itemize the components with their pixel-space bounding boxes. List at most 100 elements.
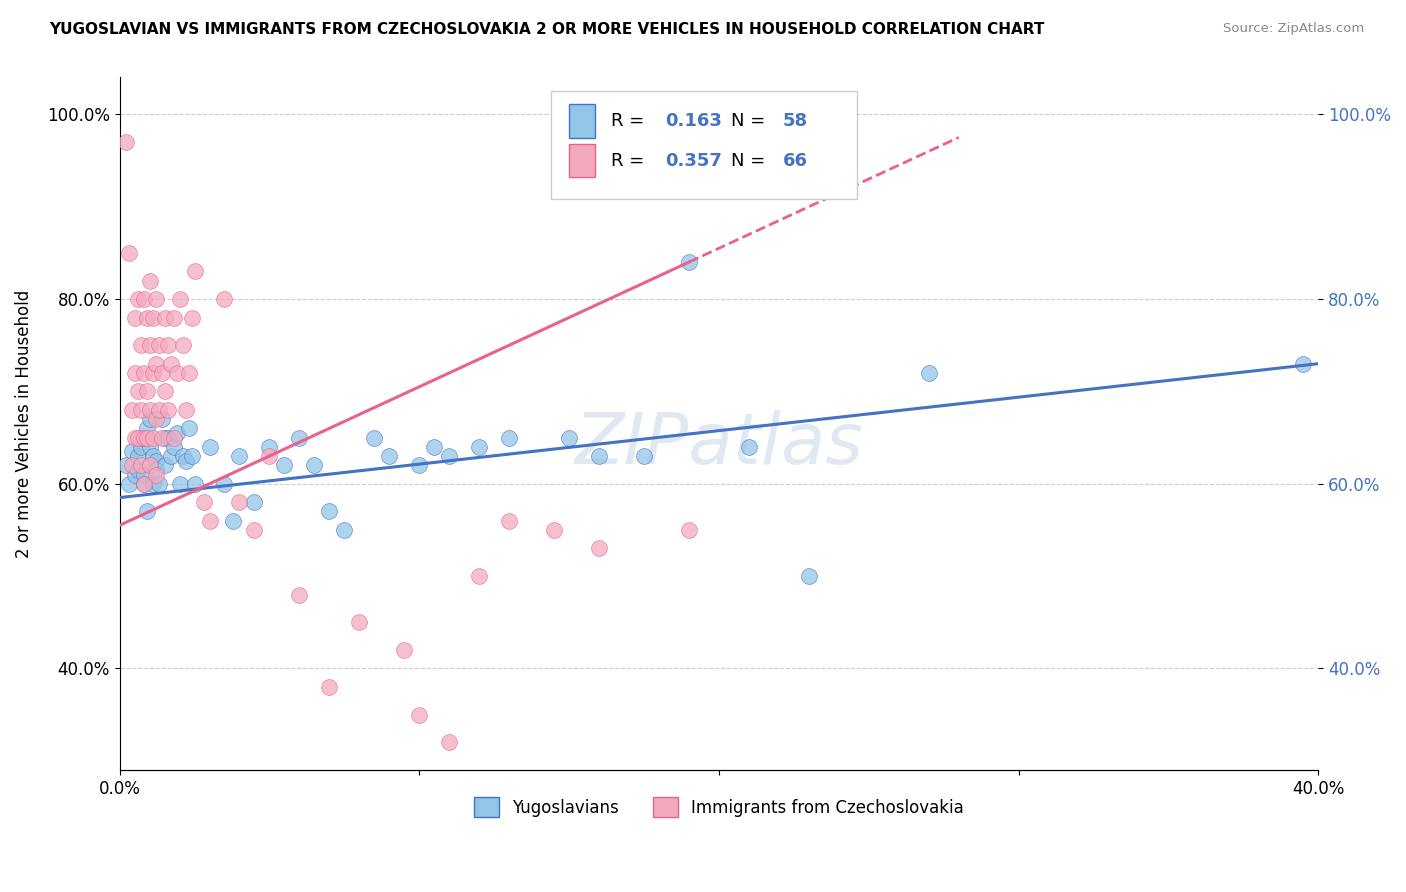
Point	[678, 255, 700, 269]
Point	[135, 504, 157, 518]
Point	[588, 449, 610, 463]
Point	[172, 449, 194, 463]
Point	[156, 431, 179, 445]
Point	[129, 338, 152, 352]
Point	[127, 292, 149, 306]
Point	[408, 707, 430, 722]
Point	[243, 523, 266, 537]
Point	[148, 338, 170, 352]
Point	[439, 735, 461, 749]
Point	[153, 458, 176, 473]
Point	[214, 476, 236, 491]
Text: 0.357: 0.357	[665, 152, 721, 169]
Point	[678, 523, 700, 537]
Point	[162, 310, 184, 325]
Point	[318, 504, 340, 518]
Point	[156, 338, 179, 352]
Point	[174, 453, 197, 467]
Point	[138, 458, 160, 473]
Point	[121, 444, 143, 458]
Point	[114, 458, 136, 473]
Point	[198, 514, 221, 528]
Point	[159, 357, 181, 371]
Point	[259, 440, 281, 454]
Point	[166, 425, 188, 440]
Point	[797, 569, 820, 583]
Point	[273, 458, 295, 473]
Point	[127, 463, 149, 477]
Point	[132, 431, 155, 445]
Point	[135, 431, 157, 445]
Text: R =: R =	[612, 112, 650, 130]
Point	[145, 467, 167, 482]
Point	[162, 440, 184, 454]
Point	[183, 476, 205, 491]
Point	[172, 338, 194, 352]
Point	[318, 680, 340, 694]
Point	[1292, 357, 1315, 371]
Point	[138, 274, 160, 288]
Point	[333, 523, 356, 537]
Point	[174, 402, 197, 417]
Point	[423, 440, 446, 454]
Point	[135, 310, 157, 325]
Point	[132, 476, 155, 491]
Point	[132, 292, 155, 306]
Point	[378, 449, 401, 463]
Point	[228, 449, 250, 463]
Point	[169, 476, 191, 491]
Point	[142, 431, 165, 445]
Point	[142, 366, 165, 380]
Point	[148, 402, 170, 417]
Point	[138, 338, 160, 352]
Point	[114, 135, 136, 149]
Text: YUGOSLAVIAN VS IMMIGRANTS FROM CZECHOSLOVAKIA 2 OR MORE VEHICLES IN HOUSEHOLD CO: YUGOSLAVIAN VS IMMIGRANTS FROM CZECHOSLO…	[49, 22, 1045, 37]
Point	[498, 431, 520, 445]
Point	[468, 569, 491, 583]
Point	[153, 310, 176, 325]
Point	[153, 384, 176, 399]
Point	[543, 523, 565, 537]
Point	[177, 421, 200, 435]
Point	[127, 384, 149, 399]
Point	[177, 366, 200, 380]
Point	[633, 449, 655, 463]
Point	[243, 495, 266, 509]
Point	[193, 495, 215, 509]
Point	[180, 449, 202, 463]
Point	[145, 292, 167, 306]
Point	[124, 310, 146, 325]
Point	[142, 476, 165, 491]
Point	[166, 366, 188, 380]
Point	[408, 458, 430, 473]
Point	[159, 449, 181, 463]
Text: R =: R =	[612, 152, 650, 169]
Point	[127, 449, 149, 463]
Point	[349, 615, 371, 630]
Point	[288, 588, 311, 602]
FancyBboxPatch shape	[551, 91, 856, 199]
Point	[138, 402, 160, 417]
Point	[127, 431, 149, 445]
Point	[394, 643, 416, 657]
Point	[145, 463, 167, 477]
Point	[363, 431, 385, 445]
Point	[498, 514, 520, 528]
Point	[288, 431, 311, 445]
Point	[129, 458, 152, 473]
Text: 66: 66	[783, 152, 807, 169]
Point	[121, 402, 143, 417]
Legend: Yugoslavians, Immigrants from Czechoslovakia: Yugoslavians, Immigrants from Czechoslov…	[468, 790, 970, 824]
Point	[124, 431, 146, 445]
FancyBboxPatch shape	[569, 104, 596, 137]
Point	[214, 292, 236, 306]
Point	[228, 495, 250, 509]
Point	[135, 421, 157, 435]
Point	[117, 246, 139, 260]
Text: ZIPatlas: ZIPatlas	[575, 410, 863, 479]
Point	[439, 449, 461, 463]
Point	[124, 366, 146, 380]
Point	[121, 458, 143, 473]
Point	[129, 440, 152, 454]
Point	[198, 440, 221, 454]
